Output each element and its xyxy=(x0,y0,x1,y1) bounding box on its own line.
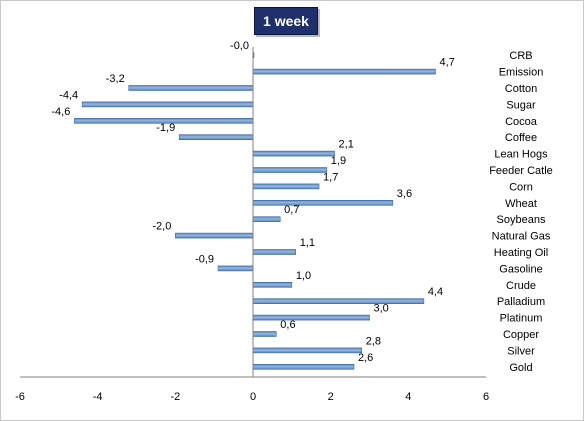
bar xyxy=(252,216,281,222)
category-label: Cotton xyxy=(505,83,537,95)
value-label: 0,7 xyxy=(284,204,299,216)
value-label: 3,6 xyxy=(397,188,412,200)
bar xyxy=(252,347,363,354)
x-tick-label: 2 xyxy=(328,391,334,403)
category-label: Copper xyxy=(503,329,539,341)
x-tick-label: 4 xyxy=(405,391,411,403)
category-label: Crude xyxy=(506,280,536,292)
category-label: Gold xyxy=(509,362,532,374)
value-label: -3,2 xyxy=(106,73,125,85)
category-label: Heating Oil xyxy=(494,247,548,259)
value-label: 1,1 xyxy=(300,237,315,249)
value-label: 2,6 xyxy=(358,352,373,364)
category-label: Sugar xyxy=(506,99,536,111)
value-label: 2,8 xyxy=(366,335,381,347)
category-label: Feeder Catle xyxy=(489,165,553,177)
bar xyxy=(81,101,254,108)
value-label: 0,6 xyxy=(280,319,295,331)
category-label: Soybeans xyxy=(497,214,546,226)
category-label: Lean Hogs xyxy=(494,149,548,161)
category-label: Platinum xyxy=(500,313,543,325)
chart-title: 1 week xyxy=(254,7,318,35)
value-label: -4,6 xyxy=(51,106,70,118)
x-tick-label: 0 xyxy=(250,391,256,403)
bar xyxy=(178,134,254,140)
x-tick-label: -2 xyxy=(170,391,180,403)
bar xyxy=(252,331,277,337)
category-label: CRB xyxy=(509,50,532,62)
category-label: Silver xyxy=(507,345,535,357)
x-tick-label: 6 xyxy=(483,391,489,403)
value-label: 1,9 xyxy=(331,155,346,167)
value-label: 2,1 xyxy=(339,139,354,151)
bar xyxy=(252,363,355,370)
bar xyxy=(252,249,297,255)
bar xyxy=(217,265,254,272)
x-tick-label: -4 xyxy=(93,391,103,403)
category-label: Coffee xyxy=(505,132,537,144)
value-label: -1,9 xyxy=(156,122,175,134)
x-tick-label: -6 xyxy=(15,391,25,403)
bar xyxy=(252,314,370,321)
bar xyxy=(252,281,293,288)
category-label: Natural Gas xyxy=(492,231,551,243)
value-label: -2,0 xyxy=(152,221,171,233)
category-label: Emission xyxy=(499,67,544,79)
value-label: 4,7 xyxy=(440,57,455,69)
bar xyxy=(252,68,436,75)
category-label: Cocoa xyxy=(505,116,538,128)
bar xyxy=(252,167,328,173)
bar xyxy=(252,183,320,190)
bar xyxy=(128,85,254,91)
bar xyxy=(252,150,335,157)
category-label: Palladium xyxy=(497,296,545,308)
category-label: Gasoline xyxy=(499,263,542,275)
value-label: 1,0 xyxy=(296,270,311,282)
value-label: -0,9 xyxy=(195,253,214,265)
value-label: -4,4 xyxy=(59,89,78,101)
value-label: 3,0 xyxy=(374,303,389,315)
value-label: 4,4 xyxy=(428,286,443,298)
value-label: 1,7 xyxy=(323,171,338,183)
bar xyxy=(252,200,394,206)
bar xyxy=(252,298,425,305)
category-label: Corn xyxy=(509,181,533,193)
value-label: -0,0 xyxy=(230,40,249,52)
bar xyxy=(175,232,254,239)
category-label: Wheat xyxy=(505,198,537,210)
